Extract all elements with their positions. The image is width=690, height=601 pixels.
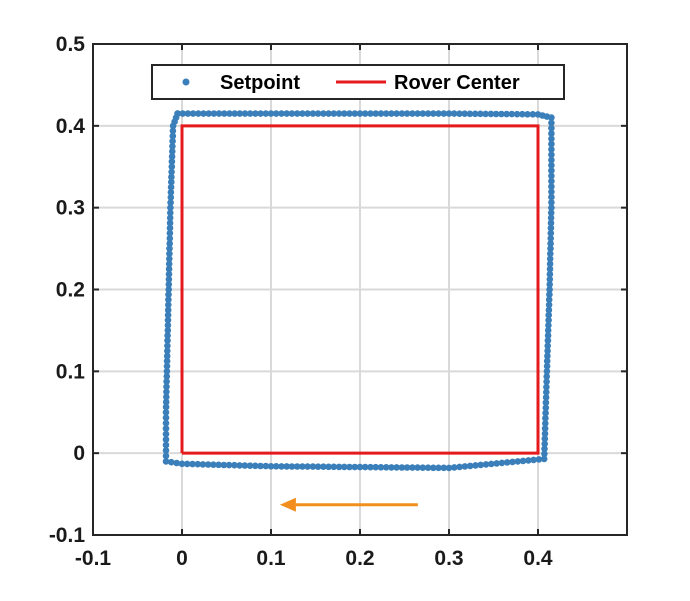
legend-label: Rover Center: [394, 72, 520, 94]
x-tick-label: 0.1: [256, 547, 286, 570]
x-tick-label: 0: [176, 547, 188, 570]
x-tick-label: 0.4: [523, 547, 553, 570]
y-tick-label: 0.5: [56, 33, 86, 56]
y-tick-label: 0.2: [56, 279, 85, 302]
x-tick-label: -0.1: [75, 547, 112, 570]
y-tick-label: 0.3: [56, 197, 85, 220]
y-tick-label: -0.1: [49, 524, 86, 547]
legend: Setpoint Rover Center: [152, 65, 564, 99]
y-tick-label: 0: [73, 442, 85, 465]
y-tick-label: 0.4: [56, 115, 86, 138]
x-tick-label: 0.3: [434, 547, 463, 570]
legend-label: Setpoint: [220, 72, 300, 94]
setpoint-point: [174, 110, 181, 117]
x-tick-label: 0.2: [345, 547, 374, 570]
y-tick-label: 0.1: [56, 360, 86, 383]
legend-swatch-setpoint: [183, 79, 190, 86]
